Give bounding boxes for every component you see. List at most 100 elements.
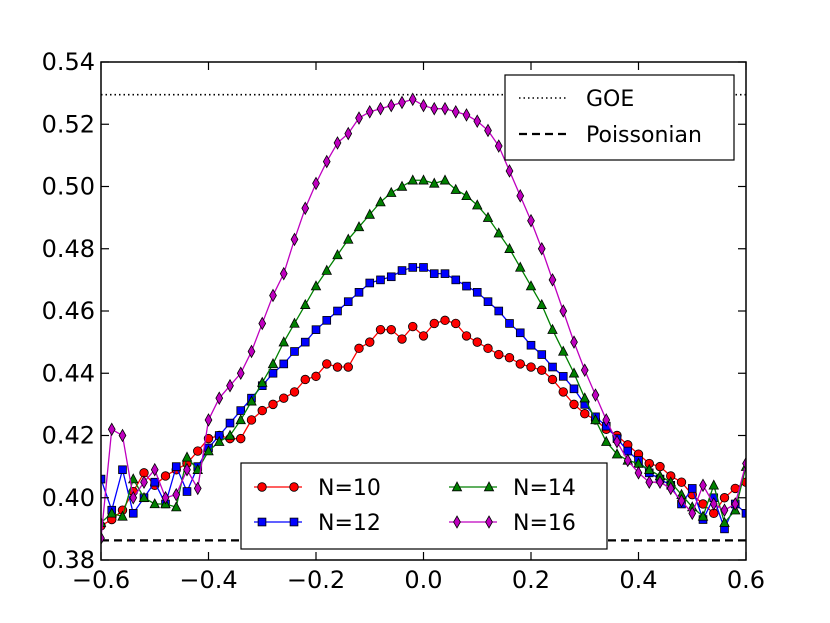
data-point-n-10 xyxy=(494,349,504,360)
data-point-n-14 xyxy=(332,249,343,260)
data-point-n-14 xyxy=(385,186,397,197)
data-point-n-12 xyxy=(225,418,235,428)
data-point-n-16 xyxy=(355,111,363,125)
data-point-n-12 xyxy=(236,406,246,415)
data-point-n-16 xyxy=(516,189,525,203)
data-point-n-14 xyxy=(117,510,128,521)
data-point-n-14 xyxy=(267,358,279,369)
data-point-n-12 xyxy=(569,384,579,394)
data-point-n-16 xyxy=(613,434,621,449)
data-point-n-14 xyxy=(482,211,494,222)
legend-label-n-10: N=10 xyxy=(318,476,381,501)
data-point-n-16 xyxy=(150,462,159,477)
data-point-n-16 xyxy=(365,104,374,119)
data-point-n-14 xyxy=(450,183,462,194)
y-tick-label: 0.50 xyxy=(42,173,95,201)
data-point-n-12 xyxy=(429,269,439,278)
data-point-n-16 xyxy=(333,136,342,150)
data-point-n-10 xyxy=(429,318,439,329)
data-point-n-10 xyxy=(354,343,364,354)
data-point-n-16 xyxy=(419,98,428,113)
y-tick-label: 0.44 xyxy=(42,359,95,387)
data-point-n-10 xyxy=(246,415,257,425)
data-point-n-12 xyxy=(483,297,493,306)
data-point-n-16 xyxy=(118,428,127,443)
y-tick-label: 0.38 xyxy=(42,546,95,574)
data-point-n-12 xyxy=(311,325,321,334)
data-point-n-16 xyxy=(666,481,675,496)
data-point-n-14 xyxy=(149,498,161,509)
data-point-n-16 xyxy=(473,114,482,128)
legend-marker-n-16 xyxy=(485,515,493,529)
legend-marker-n-10 xyxy=(257,482,267,492)
data-point-n-14 xyxy=(353,221,365,232)
data-point-n-10 xyxy=(268,399,278,410)
data-point-n-16 xyxy=(677,494,686,508)
data-point-n-12 xyxy=(268,368,278,378)
data-point-n-16 xyxy=(441,101,449,116)
data-point-n-14 xyxy=(568,367,580,378)
data-point-n-10 xyxy=(300,374,310,385)
data-point-n-16 xyxy=(258,316,267,331)
data-point-n-14 xyxy=(203,445,214,456)
legend-label-n-16: N=16 xyxy=(513,511,576,536)
data-point-n-12 xyxy=(386,272,396,282)
data-point-n-10 xyxy=(397,334,407,344)
data-point-n-12 xyxy=(526,340,536,350)
data-point-n-14 xyxy=(235,414,247,425)
data-point-n-12 xyxy=(462,281,471,291)
data-point-n-16 xyxy=(527,213,535,228)
data-point-n-16 xyxy=(451,104,460,119)
data-point-n-12 xyxy=(171,462,181,471)
data-point-n-10 xyxy=(569,399,579,410)
data-point-n-14 xyxy=(364,208,376,219)
data-point-n-14 xyxy=(375,196,386,207)
data-point-n-14 xyxy=(471,199,483,210)
data-point-n-12 xyxy=(440,269,450,278)
data-point-n-14 xyxy=(514,261,526,272)
data-point-n-14 xyxy=(246,395,257,406)
data-point-n-16 xyxy=(269,288,277,303)
y-tick-label: 0.54 xyxy=(42,48,95,76)
series-n-16 xyxy=(101,92,746,546)
data-point-n-16 xyxy=(699,478,707,493)
data-point-n-16 xyxy=(172,487,181,502)
data-point-n-14 xyxy=(289,317,300,328)
series-layer xyxy=(101,92,746,546)
data-point-n-14 xyxy=(321,264,333,275)
data-point-n-12 xyxy=(354,288,364,297)
data-point-n-14 xyxy=(138,491,150,502)
data-point-n-10 xyxy=(440,315,450,326)
data-point-n-12 xyxy=(505,319,514,328)
data-point-n-10 xyxy=(160,471,171,481)
legend-marker-n-14 xyxy=(483,481,495,492)
x-tick-label: 0.4 xyxy=(619,566,657,594)
data-point-n-12 xyxy=(515,328,525,338)
data-point-n-14 xyxy=(278,336,290,347)
data-point-n-12 xyxy=(419,263,428,272)
data-point-n-16 xyxy=(537,241,546,256)
data-point-n-14 xyxy=(224,429,236,440)
legend-label-n-14: N=14 xyxy=(513,476,576,501)
data-point-n-10 xyxy=(386,324,396,335)
data-point-n-14 xyxy=(719,516,730,527)
data-point-n-12 xyxy=(128,509,138,518)
data-point-n-12 xyxy=(494,306,504,316)
data-point-n-16 xyxy=(656,475,664,489)
x-tick-label: 0.6 xyxy=(727,566,765,594)
data-point-n-10 xyxy=(332,362,343,372)
data-point-n-12 xyxy=(451,275,461,285)
data-point-n-14 xyxy=(299,298,311,309)
data-point-n-12 xyxy=(279,359,289,369)
data-point-n-12 xyxy=(182,487,192,496)
data-point-n-16 xyxy=(742,456,746,471)
data-point-n-14 xyxy=(697,510,709,521)
data-point-n-16 xyxy=(591,388,600,402)
data-point-n-14 xyxy=(708,479,720,490)
y-tick-label: 0.48 xyxy=(42,235,95,263)
data-point-n-16 xyxy=(376,101,385,116)
data-point-n-10 xyxy=(375,324,386,335)
data-point-n-12 xyxy=(558,372,568,381)
data-point-n-10 xyxy=(719,493,730,503)
data-point-n-14 xyxy=(170,501,182,512)
